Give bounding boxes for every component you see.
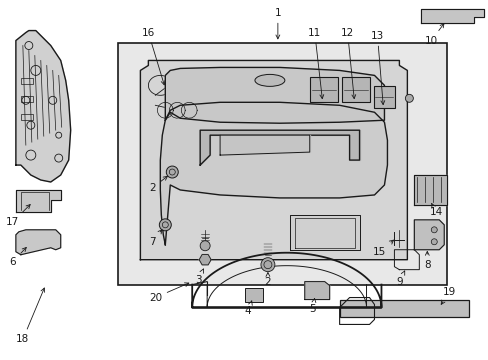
Polygon shape (16, 190, 61, 212)
Bar (244, 288, 263, 302)
Bar (309, 77, 337, 102)
Bar (21, 78, 33, 84)
Text: 14: 14 (429, 204, 442, 217)
Text: 11: 11 (307, 28, 323, 99)
Polygon shape (199, 255, 211, 265)
Bar (373, 86, 395, 108)
Bar (341, 77, 369, 102)
Text: 4: 4 (244, 301, 252, 316)
Bar (21, 114, 33, 120)
Polygon shape (165, 67, 384, 123)
Text: 15: 15 (372, 240, 393, 257)
Text: 7: 7 (149, 230, 162, 247)
Polygon shape (200, 130, 359, 165)
Text: 12: 12 (340, 28, 355, 99)
Circle shape (405, 94, 412, 102)
Text: 20: 20 (148, 283, 188, 302)
Circle shape (200, 241, 210, 251)
Text: 8: 8 (423, 251, 430, 270)
Polygon shape (413, 220, 443, 250)
Circle shape (430, 227, 436, 233)
Text: 10: 10 (424, 24, 443, 46)
Polygon shape (289, 215, 359, 250)
Ellipse shape (254, 75, 285, 86)
Polygon shape (160, 102, 386, 245)
Text: 18: 18 (16, 288, 44, 345)
Text: 16: 16 (142, 28, 164, 85)
Polygon shape (421, 9, 483, 23)
Polygon shape (413, 175, 447, 205)
Text: 17: 17 (6, 204, 30, 227)
Bar (118, 42, 447, 285)
Text: 1: 1 (274, 8, 281, 39)
Text: 2: 2 (149, 176, 167, 193)
Polygon shape (304, 282, 329, 300)
Text: 9: 9 (395, 271, 404, 287)
Polygon shape (220, 135, 309, 155)
Polygon shape (16, 31, 71, 182)
Circle shape (166, 166, 178, 178)
Text: 19: 19 (440, 287, 455, 304)
Bar (339, 300, 468, 318)
Circle shape (261, 258, 274, 272)
Text: 6: 6 (10, 247, 26, 267)
Polygon shape (140, 60, 407, 260)
Text: 13: 13 (370, 31, 384, 105)
Circle shape (159, 219, 171, 231)
Text: 2: 2 (264, 273, 271, 287)
Text: 5: 5 (309, 298, 315, 315)
Bar (21, 96, 33, 102)
Circle shape (430, 239, 436, 245)
Polygon shape (16, 230, 61, 255)
Text: 3: 3 (195, 269, 203, 285)
